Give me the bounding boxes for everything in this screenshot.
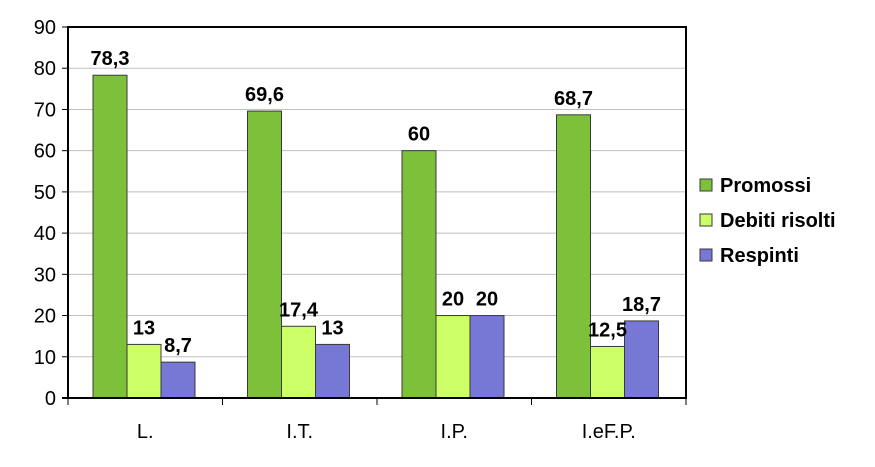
bar-promossi [401,150,437,399]
x-category-label: I.T. [286,421,313,443]
y-tick-label: 70 [34,99,56,121]
bar-respinti [160,361,196,399]
data-label: 17,4 [279,299,319,321]
x-category-label: L. [137,421,154,443]
bar-debiti-risolti [435,315,471,399]
x-category-labels: L. I.T. I.P. I.eF.P. [137,421,636,443]
y-tick-label: 10 [34,347,56,369]
bar-debiti-risolti [281,325,316,399]
data-label: 12,5 [588,319,627,341]
legend-swatch [699,248,713,262]
y-tick-label: 20 [34,306,56,328]
data-label: 13 [321,317,343,339]
bar-promossi [92,74,128,399]
gridlines [68,26,686,358]
data-label: 68,7 [554,88,593,110]
bar-respinti [315,343,350,399]
y-tick-label: 0 [45,388,56,410]
legend-label: Respinti [720,245,799,267]
y-tick-label: 90 [34,17,56,39]
y-tick-label: 60 [34,141,56,163]
data-label: 20 [442,289,464,311]
legend-swatch [699,178,713,192]
data-label: 8,7 [164,335,192,357]
y-tick-label: 30 [34,264,56,286]
data-label: 78,3 [91,48,130,70]
y-tick-labels: 0 10 20 30 40 50 60 70 80 90 [34,17,56,410]
legend: Promossi Debiti risolti Respinti [699,175,836,267]
bar-respinti [624,320,659,399]
legend-swatch [699,213,713,227]
bar-respinti [469,315,505,399]
y-tick-label: 40 [34,223,56,245]
data-label: 69,6 [245,84,284,106]
plot-frame [67,26,687,399]
y-tick-label: 80 [34,58,56,80]
x-category-label: I.eF.P. [582,421,636,443]
data-label: 60 [408,124,430,146]
bar-promossi [556,114,591,399]
bar-promossi [247,110,282,399]
data-label: 20 [476,289,498,311]
data-label: 13 [133,317,155,339]
bars [92,74,659,399]
legend-label: Debiti risolti [720,210,836,232]
x-category-label: I.P. [441,421,468,443]
legend-label: Promossi [720,175,811,197]
bar-debiti-risolti [126,343,162,399]
bar-debiti-risolti [590,345,625,399]
axes [62,26,687,405]
y-tick-label: 50 [34,182,56,204]
data-label: 18,7 [622,294,661,316]
